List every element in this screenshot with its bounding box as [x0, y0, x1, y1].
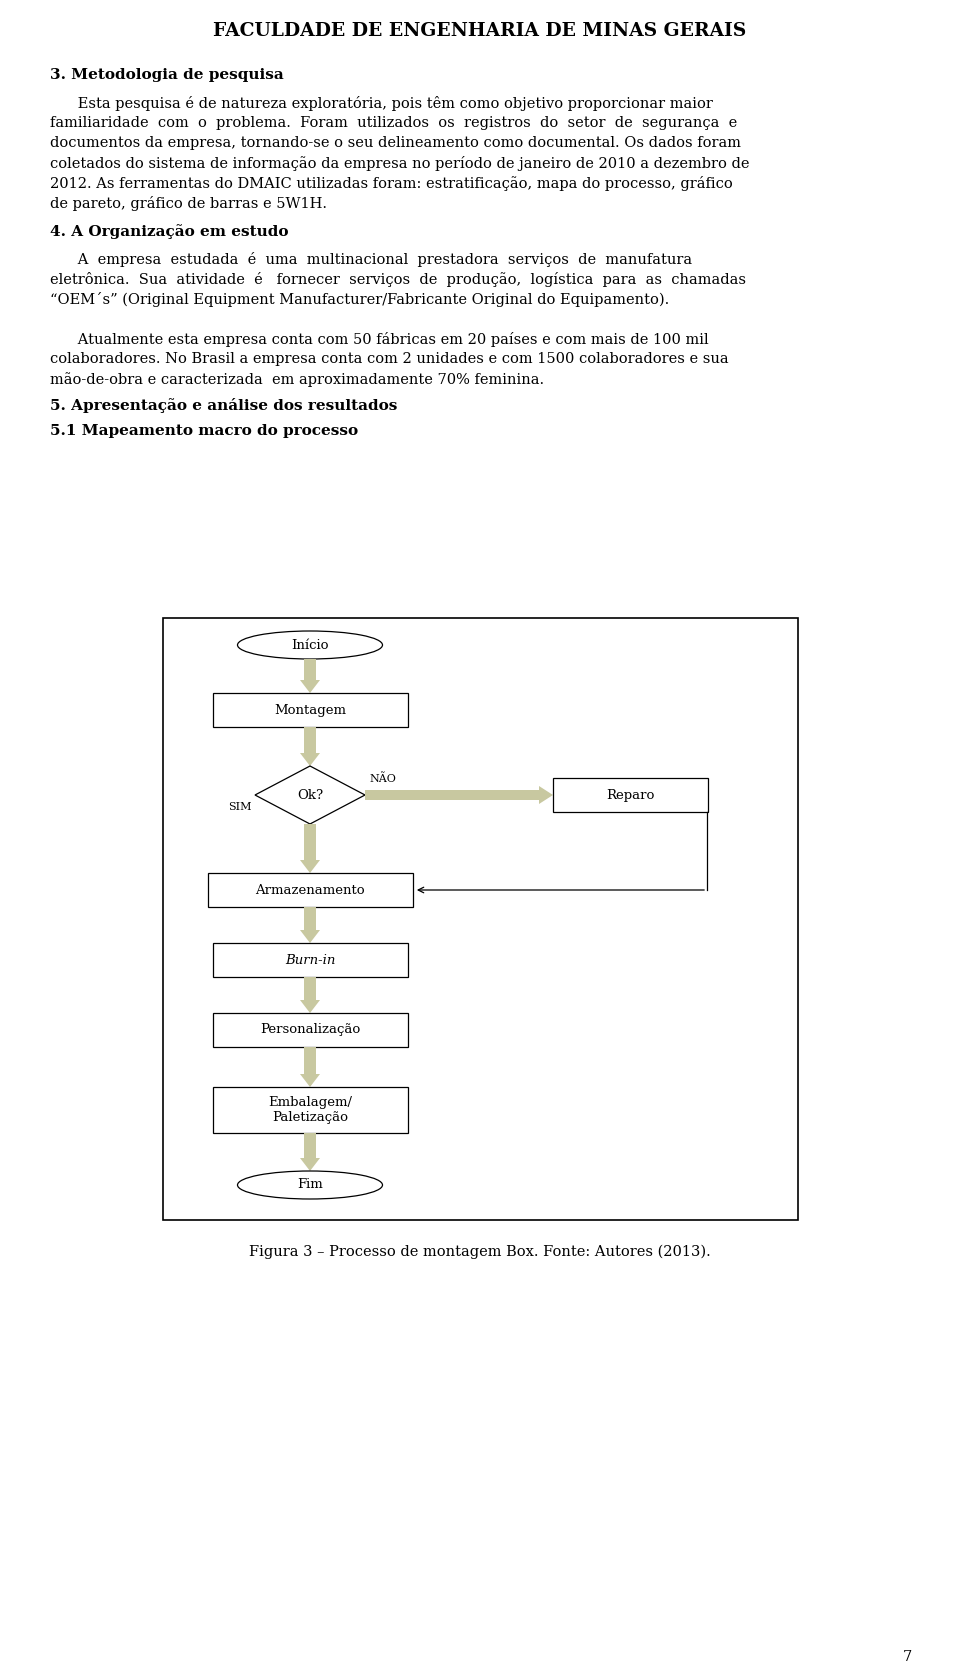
- Polygon shape: [255, 766, 365, 825]
- Bar: [212, 1087, 407, 1133]
- Text: de pareto, gráfico de barras e 5W1H.: de pareto, gráfico de barras e 5W1H.: [50, 196, 327, 211]
- Bar: [207, 873, 413, 907]
- Text: “OEM´s” (Original Equipment Manufacturer/Fabricante Original do Equipamento).: “OEM´s” (Original Equipment Manufacturer…: [50, 293, 669, 308]
- Polygon shape: [304, 907, 316, 930]
- Ellipse shape: [237, 631, 382, 659]
- Text: Armazenamento: Armazenamento: [255, 883, 365, 897]
- Text: 4. A Organização em estudo: 4. A Organização em estudo: [50, 224, 289, 239]
- Text: Fim: Fim: [298, 1178, 323, 1191]
- Text: Atualmente esta empresa conta com 50 fábricas em 20 países e com mais de 100 mil: Atualmente esta empresa conta com 50 fáb…: [50, 331, 708, 346]
- Polygon shape: [304, 728, 316, 753]
- Text: FACULDADE DE ENGENHARIA DE MINAS GERAIS: FACULDADE DE ENGENHARIA DE MINAS GERAIS: [213, 22, 747, 40]
- Polygon shape: [304, 1047, 316, 1074]
- Bar: [553, 778, 708, 811]
- Text: Burn-in: Burn-in: [285, 954, 335, 967]
- Text: Esta pesquisa é de natureza exploratória, pois têm como objetivo proporcionar ma: Esta pesquisa é de natureza exploratória…: [50, 95, 713, 110]
- Text: SIM: SIM: [228, 801, 252, 811]
- Text: colaboradores. No Brasil a empresa conta com 2 unidades e com 1500 colaboradores: colaboradores. No Brasil a empresa conta…: [50, 351, 729, 366]
- Bar: [212, 1012, 407, 1047]
- Text: eletrônica.  Sua  atividade  é   fornecer  serviços  de  produção,  logística  p: eletrônica. Sua atividade é fornecer ser…: [50, 273, 746, 288]
- Polygon shape: [539, 786, 553, 805]
- Text: Início: Início: [291, 639, 328, 651]
- Text: 5. Apresentação e análise dos resultados: 5. Apresentação e análise dos resultados: [50, 398, 397, 413]
- Text: familiaridade  com  o  problema.  Foram  utilizados  os  registros  do  setor  d: familiaridade com o problema. Foram util…: [50, 115, 737, 130]
- Text: 3. Metodologia de pesquisa: 3. Metodologia de pesquisa: [50, 69, 284, 82]
- Text: coletados do sistema de informação da empresa no período de janeiro de 2010 a de: coletados do sistema de informação da em…: [50, 156, 750, 171]
- Text: 7: 7: [902, 1650, 912, 1665]
- Text: Personalização: Personalização: [260, 1024, 360, 1037]
- Text: NÃO: NÃO: [369, 773, 396, 785]
- Text: Figura 3 – Processo de montagem Box. Fonte: Autores (2013).: Figura 3 – Processo de montagem Box. Fon…: [250, 1245, 710, 1260]
- Polygon shape: [304, 659, 316, 679]
- Polygon shape: [304, 825, 316, 860]
- Polygon shape: [300, 860, 320, 873]
- Polygon shape: [300, 679, 320, 693]
- Text: Reparo: Reparo: [606, 788, 654, 801]
- Polygon shape: [300, 753, 320, 766]
- Polygon shape: [304, 977, 316, 1000]
- Bar: [212, 693, 407, 728]
- Bar: [212, 944, 407, 977]
- Text: 2012. As ferramentas do DMAIC utilizadas foram: estratificação, mapa do processo: 2012. As ferramentas do DMAIC utilizadas…: [50, 176, 732, 191]
- Bar: [163, 617, 798, 1220]
- Polygon shape: [300, 1158, 320, 1171]
- Text: documentos da empresa, tornando-se o seu delineamento como documental. Os dados : documentos da empresa, tornando-se o seu…: [50, 136, 741, 151]
- Polygon shape: [365, 790, 539, 800]
- Ellipse shape: [237, 1171, 382, 1200]
- Text: 5.1 Mapeamento macro do processo: 5.1 Mapeamento macro do processo: [50, 423, 358, 438]
- Polygon shape: [304, 1133, 316, 1158]
- Text: Montagem: Montagem: [274, 704, 346, 716]
- Text: Ok?: Ok?: [297, 788, 324, 801]
- Text: A  empresa  estudada  é  uma  multinacional  prestadora  serviços  de  manufatur: A empresa estudada é uma multinacional p…: [50, 253, 692, 268]
- Text: Embalagem/
Paletização: Embalagem/ Paletização: [268, 1096, 352, 1124]
- Polygon shape: [300, 1000, 320, 1012]
- Polygon shape: [300, 930, 320, 944]
- Polygon shape: [300, 1074, 320, 1087]
- Text: mão-de-obra e caracterizada  em aproximadamente 70% feminina.: mão-de-obra e caracterizada em aproximad…: [50, 371, 544, 386]
